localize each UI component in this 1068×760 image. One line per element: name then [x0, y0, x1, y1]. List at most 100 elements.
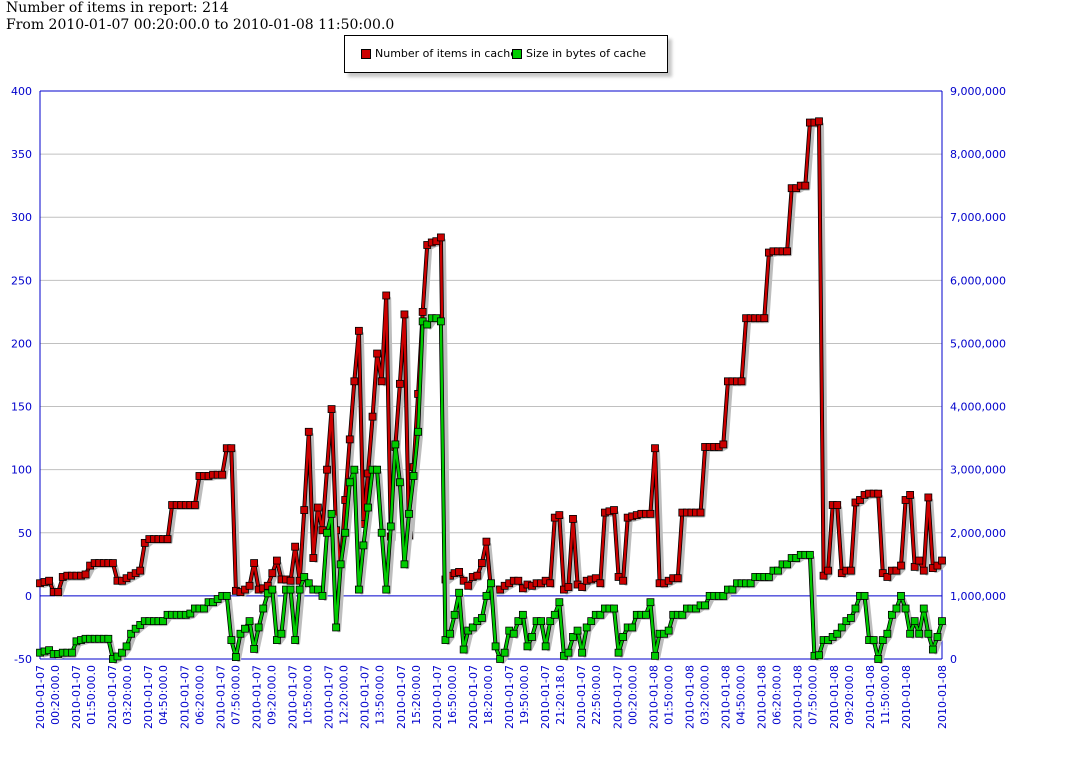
- data-point-marker: [455, 588, 464, 597]
- data-point-marker: [227, 444, 236, 453]
- data-point-marker: [441, 636, 450, 644]
- data-point-marker: [892, 604, 901, 613]
- data-point-marker: [241, 624, 249, 633]
- x-tick-time-label: 11:50:00.0: [879, 665, 892, 725]
- data-point-marker: [815, 117, 823, 126]
- data-point-marker: [268, 585, 277, 594]
- data-point-marker: [382, 585, 391, 594]
- x-tick-time-label: 07:50:00.0: [229, 665, 242, 725]
- x-tick-time-label: 15:20:00.0: [410, 665, 423, 725]
- data-point-marker: [354, 326, 363, 335]
- data-point-marker: [136, 566, 145, 575]
- x-tick-date-label: 2010-01-07: [467, 665, 480, 729]
- data-point-marker: [327, 405, 336, 413]
- x-tick-time-label: 00:20:00.0: [626, 665, 639, 725]
- data-point-marker: [924, 493, 933, 502]
- data-point-marker: [874, 655, 883, 663]
- data-point-marker: [336, 560, 345, 569]
- data-point-marker: [482, 537, 491, 546]
- data-point-marker: [236, 629, 245, 638]
- data-point-marker: [291, 636, 300, 644]
- x-tick-time-label: 09:20:00.0: [265, 665, 278, 725]
- data-point-marker: [345, 435, 354, 444]
- x-tick-date-label: 2010-01-07: [575, 665, 588, 729]
- data-point-marker: [122, 642, 131, 651]
- data-point-marker: [801, 181, 810, 190]
- data-point-marker: [373, 349, 382, 358]
- x-tick-time-label: 19:50:00.0: [518, 665, 531, 725]
- data-point-marker: [482, 591, 491, 600]
- data-point-marker: [364, 503, 372, 512]
- data-point-marker: [906, 491, 915, 499]
- left-axis-tick-label: 50: [18, 527, 32, 540]
- x-tick-date-label: 2010-01-07: [539, 665, 552, 729]
- data-point-marker: [477, 559, 486, 567]
- data-point-marker: [928, 645, 937, 654]
- data-point-marker: [924, 629, 933, 638]
- data-point-marker: [477, 614, 486, 622]
- data-point-marker: [455, 568, 464, 576]
- x-tick-time-label: 21:20:18.0: [554, 665, 567, 725]
- data-point-marker: [327, 509, 336, 518]
- data-point-marker: [641, 610, 650, 619]
- data-point-marker: [313, 585, 322, 594]
- data-point-marker: [250, 645, 259, 653]
- data-point-marker: [400, 560, 409, 569]
- left-axis-tick-label: 0: [25, 590, 32, 603]
- report-item-count: Number of items in report: 214: [6, 0, 229, 16]
- right-axis-tick-label: 4,000,000: [950, 401, 1006, 414]
- left-axis-tick-label: 250: [11, 274, 32, 287]
- data-point-marker: [673, 574, 682, 583]
- data-point-marker: [354, 585, 363, 594]
- data-point-marker: [728, 585, 737, 594]
- data-point-marker: [436, 317, 445, 326]
- data-point-marker: [746, 579, 755, 588]
- data-point-marker: [304, 427, 313, 436]
- x-tick-date-label: 2010-01-08: [756, 665, 769, 729]
- data-point-marker: [546, 579, 555, 588]
- data-point-marker: [245, 617, 254, 626]
- x-tick-time-label: 04:50:00.0: [157, 665, 170, 725]
- left-axis-tick-label: 400: [11, 85, 32, 98]
- data-point-marker: [377, 377, 386, 386]
- data-point-marker: [587, 617, 596, 626]
- data-point-marker: [837, 623, 846, 632]
- data-point-marker: [514, 617, 523, 626]
- data-point-marker: [250, 559, 259, 567]
- data-point-marker: [938, 556, 946, 565]
- data-point-marker: [610, 506, 618, 514]
- data-point-marker: [819, 571, 828, 580]
- data-point-marker: [582, 623, 591, 632]
- data-point-marker: [268, 569, 277, 578]
- data-point-marker: [409, 472, 418, 480]
- data-point-marker: [386, 522, 395, 531]
- data-point-marker: [318, 591, 327, 600]
- data-point-marker: [163, 535, 172, 543]
- data-point-marker: [496, 655, 505, 663]
- data-point-marker: [569, 633, 577, 641]
- data-point-marker: [646, 509, 655, 518]
- data-point-marker: [869, 636, 878, 644]
- data-point-marker: [805, 550, 814, 559]
- x-tick-time-label: 13:50:00.0: [374, 665, 387, 725]
- data-point-marker: [127, 629, 136, 638]
- data-point-marker: [67, 648, 76, 657]
- data-point-marker: [614, 648, 623, 657]
- x-tick-date-label: 2010-01-08: [647, 665, 660, 729]
- data-point-marker: [359, 541, 368, 550]
- data-point-marker: [564, 583, 573, 591]
- data-point-marker: [277, 629, 286, 638]
- data-point-marker: [423, 320, 432, 329]
- data-point-marker: [341, 528, 350, 537]
- x-tick-date-label: 2010-01-07: [70, 665, 83, 729]
- right-axis-tick-label: 3,000,000: [950, 464, 1006, 477]
- data-point-marker: [487, 579, 495, 588]
- data-point-marker: [646, 598, 655, 607]
- data-point-marker: [569, 514, 577, 523]
- x-tick-date-label: 2010-01-08: [828, 665, 841, 729]
- data-point-marker: [528, 633, 536, 641]
- right-axis-tick-label: 8,000,000: [950, 148, 1006, 161]
- data-point-marker: [651, 444, 659, 453]
- data-point-marker: [272, 556, 281, 565]
- data-point-marker: [938, 617, 946, 626]
